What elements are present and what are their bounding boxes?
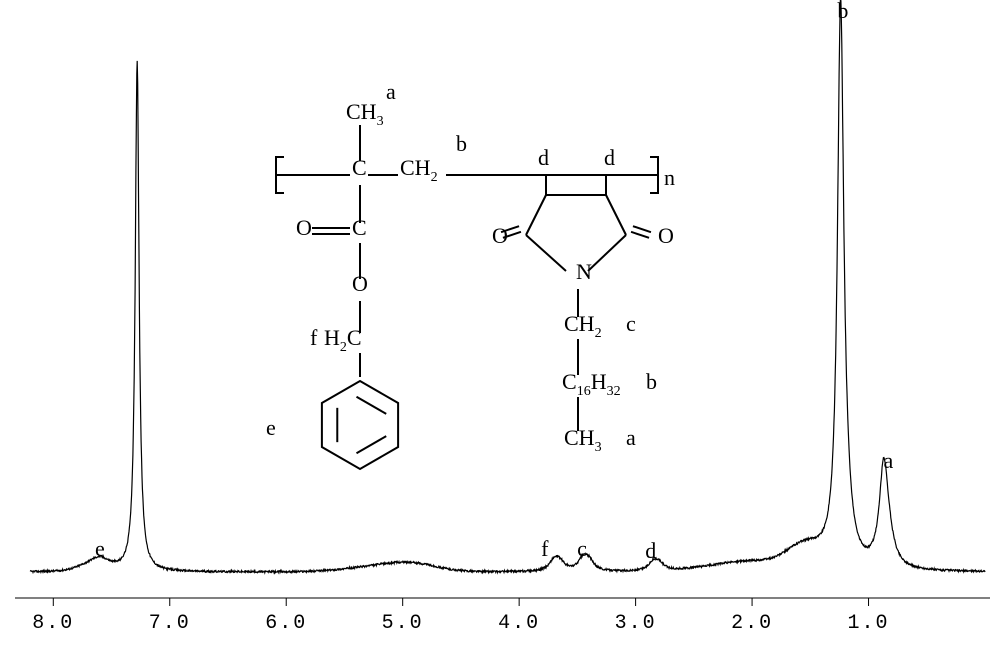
peak-label-c: c (577, 536, 587, 561)
peak-label-b: b (837, 0, 848, 23)
structure-assign-label-b: b (456, 131, 467, 156)
structure-assign-label-b: b (646, 369, 657, 394)
x-axis-tick-label: 1.0 (848, 612, 890, 635)
x-axis-tick-label: 7.0 (149, 612, 191, 635)
x-axis-tick-label: 8.0 (32, 612, 74, 635)
atom-label: O (296, 215, 312, 240)
peak-label-f: f (541, 536, 549, 561)
atom-label: C (352, 215, 367, 240)
structure-assign-label-c: c (626, 311, 636, 336)
peak-label-d: d (645, 538, 656, 563)
x-axis-tick-label: 4.0 (498, 612, 540, 635)
x-axis-tick-label: 3.0 (615, 612, 657, 635)
structure-assign-label-d: d (604, 145, 615, 170)
atom-label: O (352, 271, 368, 296)
x-axis-tick-label: 5.0 (382, 612, 424, 635)
structure-assign-label-n: n (664, 165, 675, 190)
peak-label-e: e (95, 536, 105, 561)
structure-assign-label-d: d (538, 145, 549, 170)
nmr-svg: 8.07.06.05.04.03.02.01.0efcdbaCH3CCH2COO… (0, 0, 1000, 655)
atom-label: O (658, 223, 674, 248)
peak-label-a: a (883, 448, 893, 473)
structure-assign-label-f: f (310, 325, 318, 350)
structure-assign-label-a: a (626, 425, 636, 450)
atom-label: N (576, 259, 592, 284)
x-axis-tick-label: 2.0 (731, 612, 773, 635)
atom-label: C (352, 155, 367, 180)
x-axis-tick-label: 6.0 (265, 612, 307, 635)
atom-label: O (492, 223, 508, 248)
structure-assign-label-e: e (266, 415, 276, 440)
structure-assign-label-a: a (386, 79, 396, 104)
nmr-spectrum-figure: 8.07.06.05.04.03.02.01.0efcdbaCH3CCH2COO… (0, 0, 1000, 655)
